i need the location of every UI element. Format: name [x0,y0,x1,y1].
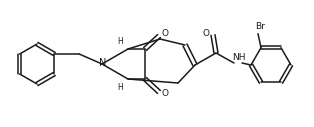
Text: O: O [203,29,209,38]
Text: O: O [161,29,169,38]
Text: NH: NH [232,53,246,62]
Text: O: O [161,90,169,99]
Text: H: H [117,36,123,45]
Text: Br: Br [255,22,265,31]
Text: N: N [99,58,107,68]
Text: H: H [117,83,123,91]
